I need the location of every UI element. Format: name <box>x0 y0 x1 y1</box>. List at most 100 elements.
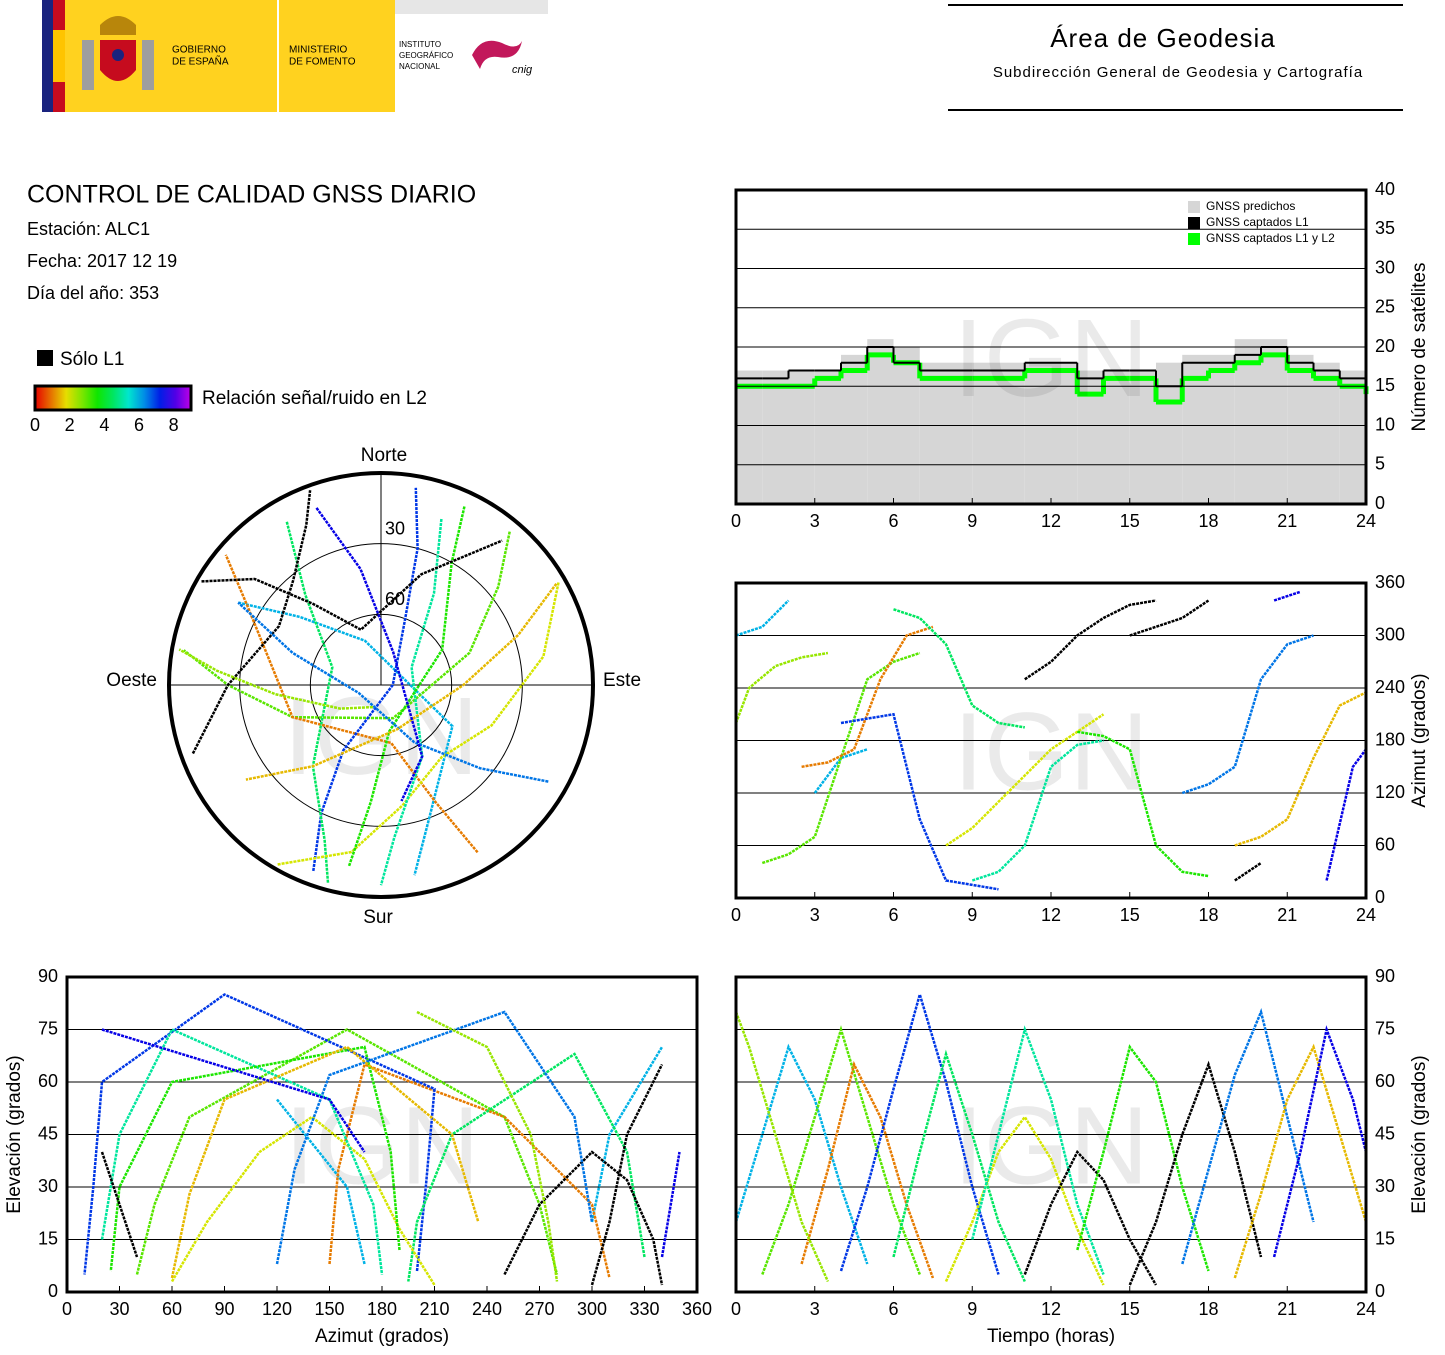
plot-frame <box>734 581 1368 900</box>
track <box>1181 634 1314 795</box>
track <box>1128 1060 1263 1286</box>
x-tick-label: 12 <box>1041 511 1061 531</box>
legend-swatch <box>1188 233 1200 245</box>
sky-track <box>379 518 443 886</box>
info-line: Estación: ALC1 <box>27 219 150 239</box>
track <box>734 1011 830 1283</box>
x-tick-label: 6 <box>888 511 898 531</box>
track <box>800 1060 935 1279</box>
plot-frame <box>734 975 1368 1294</box>
plot-frame <box>734 188 1368 506</box>
x-tick-label: 18 <box>1198 511 1218 531</box>
y-tick-label: 360 <box>1375 572 1405 592</box>
predicted-bar <box>1129 370 1156 504</box>
direction-label: Oeste <box>106 670 157 691</box>
predicted-bar <box>1234 339 1261 504</box>
x-tick-label: 21 <box>1277 1299 1297 1319</box>
y-tick-label: 90 <box>1375 966 1395 986</box>
track <box>503 1150 664 1286</box>
y-tick-label: 120 <box>1375 782 1405 802</box>
x-tick-label: 24 <box>1356 905 1376 925</box>
track <box>416 1010 559 1282</box>
logo-text: DE FOMENTO <box>289 57 356 68</box>
y-tick-label: 15 <box>38 1228 58 1248</box>
x-tick-label: 0 <box>731 905 741 925</box>
watermark: IGN <box>284 1085 480 1208</box>
x-tick-label: 210 <box>419 1299 449 1319</box>
track <box>170 1045 480 1279</box>
y-tick-label: 0 <box>48 1281 58 1301</box>
y-tick-label: 15 <box>1375 1228 1395 1248</box>
predicted-bar <box>1208 354 1235 504</box>
y-tick-label: 60 <box>1375 1071 1395 1091</box>
predicted-bar <box>841 354 868 504</box>
y-tick-label: 300 <box>1375 624 1405 644</box>
legend-swatch <box>1188 201 1200 213</box>
logo-text: MINISTERIO <box>289 45 348 56</box>
direction-label: Sur <box>363 907 393 928</box>
x-tick-label: 9 <box>967 905 977 925</box>
predicted-bar <box>788 370 815 504</box>
track <box>109 1045 401 1272</box>
predicted-bar <box>1103 370 1130 504</box>
legend-label: GNSS captados L1 y L2 <box>1206 231 1335 245</box>
track <box>971 1025 1105 1275</box>
x-tick-label: 24 <box>1356 1299 1376 1319</box>
x-tick-label: 0 <box>731 511 741 531</box>
sky-track <box>191 490 312 755</box>
y-tick-label: 45 <box>38 1123 58 1143</box>
y-tick-label: 75 <box>1375 1018 1395 1038</box>
x-tick-label: 330 <box>629 1299 659 1319</box>
x-axis-label: Azimut (grados) <box>315 1326 449 1347</box>
sky-track <box>224 554 479 854</box>
colorbar-tick: 2 <box>65 415 75 435</box>
y-tick-label: 15 <box>1375 375 1395 395</box>
x-tick-label: 21 <box>1277 511 1297 531</box>
y-tick-label: 180 <box>1375 729 1405 749</box>
y-tick-label: 20 <box>1375 336 1395 356</box>
sky-track <box>178 648 373 710</box>
y-tick-label: 60 <box>1375 834 1395 854</box>
y-tick-label: 5 <box>1375 454 1385 474</box>
coat-of-arms <box>82 16 154 90</box>
sky-track <box>237 601 454 876</box>
x-tick-label: 3 <box>810 511 820 531</box>
track <box>170 1115 436 1286</box>
x-tick-label: 90 <box>214 1299 234 1319</box>
ring-label: 30 <box>385 518 405 538</box>
predicted-bar <box>1287 354 1314 504</box>
track <box>1272 1025 1368 1258</box>
sky-track <box>201 539 503 632</box>
x-tick-label: 18 <box>1198 905 1218 925</box>
track <box>944 1114 1105 1286</box>
predicted-bar <box>1261 339 1288 504</box>
logo-text: GEOGRÁFICO <box>399 51 453 60</box>
y-axis-label: Elevación (grados) <box>1409 1055 1430 1213</box>
track <box>101 1028 681 1258</box>
y-tick-label: 75 <box>38 1018 58 1038</box>
legend-label: GNSS predichos <box>1206 199 1295 213</box>
track <box>971 739 1104 882</box>
x-tick-label: 120 <box>262 1299 292 1319</box>
sky-track <box>347 505 466 867</box>
legend-swatch <box>1188 217 1200 229</box>
logo-text: DE ESPAÑA <box>172 55 229 68</box>
logo-text: NACIONAL <box>399 62 440 71</box>
track <box>276 1046 664 1265</box>
logo-block: GOBIERNO DE ESPAÑA MINISTERIO DE FOMENTO… <box>42 0 548 112</box>
predicted-bar <box>1339 370 1366 504</box>
x-tick-label: 15 <box>1120 905 1140 925</box>
y-tick-label: 240 <box>1375 677 1405 697</box>
track <box>407 1052 646 1282</box>
area-title: Área de Geodesia <box>1050 23 1276 53</box>
x-tick-label: 15 <box>1120 511 1140 531</box>
track <box>275 1010 594 1265</box>
x-tick-label: 3 <box>810 1299 820 1319</box>
sky-track <box>315 507 424 802</box>
x-tick-label: 0 <box>731 1299 741 1319</box>
y-tick-label: 25 <box>1375 297 1395 317</box>
track <box>735 599 868 794</box>
y-tick-label: 10 <box>1375 414 1395 434</box>
direction-label: Norte <box>361 445 407 466</box>
